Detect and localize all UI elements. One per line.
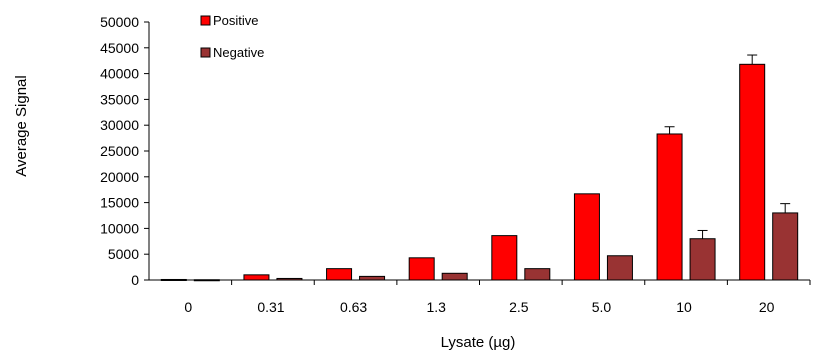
bar-positive-1.3 [408, 257, 435, 281]
y-tick-label: 25000 [100, 143, 139, 159]
bar-negative-0 [193, 279, 220, 282]
y-axis: 0 5000 10000 15000 20000 25000 30000 35000 40000… [100, 14, 150, 288]
bars-group [160, 63, 799, 282]
y-tick-label: 0 [131, 272, 139, 288]
bar-positive-0.31 [243, 274, 270, 281]
bar-negative-1.3 [441, 272, 468, 281]
legend-swatch-positive [200, 15, 211, 26]
y-tick-label: 35000 [100, 91, 139, 107]
bar-negative-0.31 [276, 277, 303, 281]
legend-label-positive: Positive [213, 13, 259, 28]
y-tick-label: 40000 [100, 66, 139, 82]
bar-positive-5.0 [573, 193, 600, 281]
legend: Positive Negative [200, 13, 264, 60]
x-tick-label: 5.0 [592, 299, 612, 315]
x-tick-label: 1.3 [426, 299, 446, 315]
x-axis: 0 0.31 0.63 1.3 2.5 5.0 10 20 [149, 279, 811, 315]
x-tick-label: 2.5 [509, 299, 529, 315]
y-tick-label: 5000 [108, 246, 139, 262]
x-tick-label: 20 [759, 299, 775, 315]
y-axis-title: Average Signal [13, 75, 30, 176]
bar-positive-20 [739, 63, 766, 281]
bar-negative-5.0 [606, 255, 633, 281]
x-axis-title: Lysate (µg) [441, 334, 516, 351]
bar-positive-0 [160, 278, 187, 281]
bar-negative-2.5 [524, 268, 551, 281]
y-tick-label: 50000 [100, 14, 139, 30]
bar-negative-10 [689, 238, 716, 281]
bar-positive-2.5 [491, 235, 518, 281]
x-tick-label: 0.63 [340, 299, 367, 315]
y-tick-label: 45000 [100, 40, 139, 56]
y-tick-label: 30000 [100, 117, 139, 133]
bar-negative-0.63 [359, 275, 386, 281]
x-tick-label: 10 [676, 299, 692, 315]
y-tick-label: 15000 [100, 195, 139, 211]
legend-label-negative: Negative [213, 45, 264, 60]
legend-swatch-negative [200, 47, 211, 58]
bar-positive-0.63 [326, 268, 353, 281]
y-tick-label: 20000 [100, 169, 139, 185]
y-tick-label: 10000 [100, 220, 139, 236]
bar-positive-10 [656, 133, 683, 281]
error-bars-group [664, 54, 791, 239]
bar-negative-20 [772, 212, 799, 281]
x-tick-label: 0 [184, 299, 192, 315]
x-tick-label: 0.31 [257, 299, 284, 315]
